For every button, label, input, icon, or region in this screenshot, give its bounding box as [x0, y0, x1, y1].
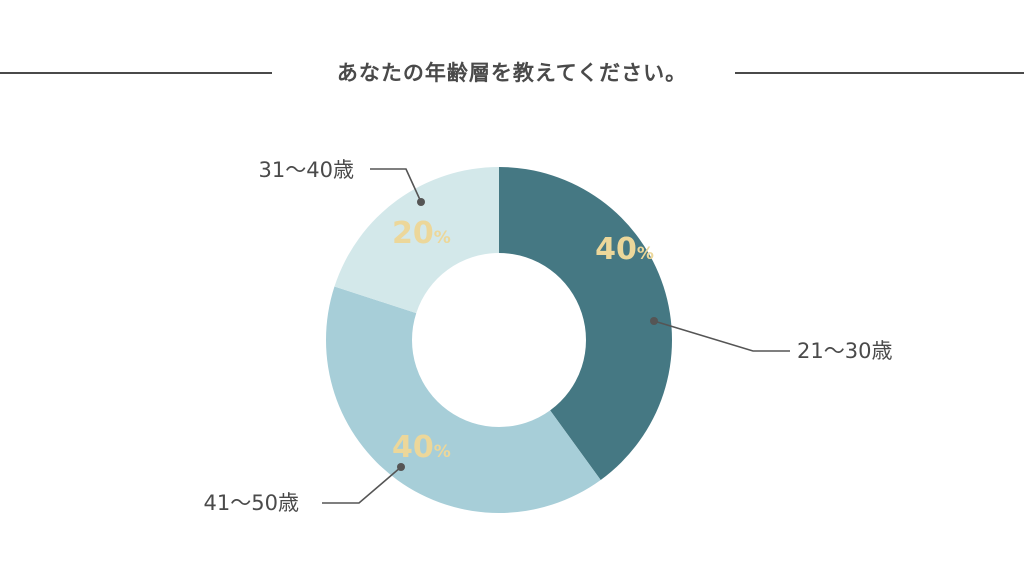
leader-line-21-30	[653, 320, 790, 352]
leader-dot-21-30	[650, 317, 658, 325]
percent-unit: %	[434, 228, 451, 248]
title-rule-right	[735, 72, 1024, 74]
leader-dot-41-50	[397, 463, 405, 471]
percent-value: 40	[392, 430, 434, 465]
leader-line-41-50	[322, 466, 402, 504]
percent-value: 20	[392, 216, 434, 251]
category-label-41-50: 41〜50歳	[204, 491, 299, 515]
percent-unit: %	[637, 244, 654, 264]
leader-line-31-40	[370, 168, 422, 203]
slice-31-40	[334, 167, 499, 314]
title-rule-left	[0, 72, 272, 74]
slice-21-30	[499, 167, 672, 480]
category-label-31-40: 31〜40歳	[259, 158, 354, 182]
percent-label-31-40: 20%	[392, 216, 451, 251]
category-label-21-30: 21〜30歳	[797, 339, 892, 363]
percent-label-21-30: 40%	[595, 232, 654, 267]
percent-label-41-50: 40%	[392, 430, 451, 465]
slice-41-50	[325, 286, 601, 513]
leader-dot-31-40	[417, 198, 425, 206]
percent-unit: %	[434, 442, 451, 462]
percent-value: 40	[595, 232, 637, 267]
chart-title: あなたの年齢層を教えてください。	[336, 61, 688, 85]
